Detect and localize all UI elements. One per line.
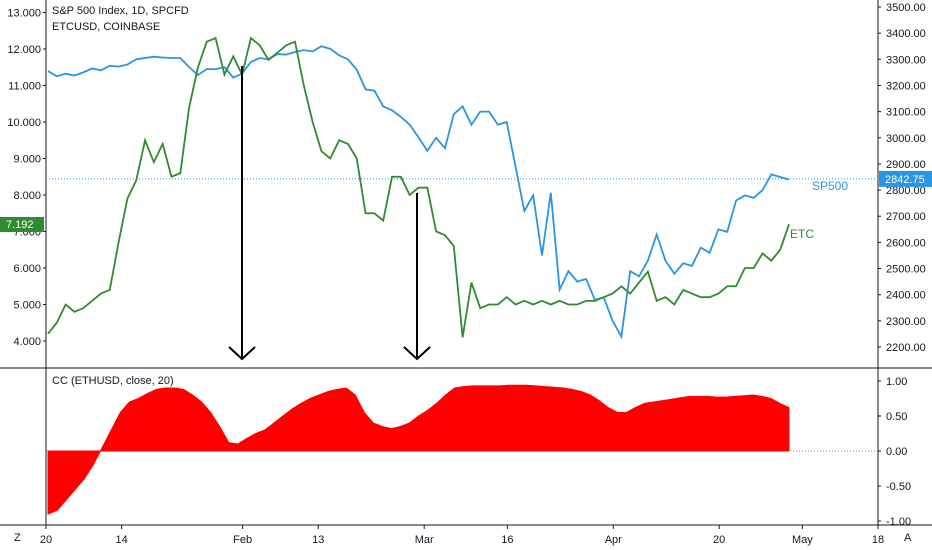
- x-tick-label: 18: [872, 534, 884, 546]
- right-tick-label: 3500.00: [886, 2, 926, 14]
- right-tick-label: 2500.00: [886, 264, 926, 276]
- sp500-price-badge-text: 2842.75: [885, 174, 925, 186]
- arrow-mar-head: [403, 346, 431, 361]
- left-tick-label: 4.000: [13, 336, 41, 348]
- left-tick-label: 12.000: [7, 44, 41, 56]
- right-tick-label: 3200.00: [886, 80, 926, 92]
- cc-area-fill: [47, 384, 790, 515]
- etc-price-badge: [0, 217, 44, 232]
- left-tick-label: 6.000: [13, 263, 41, 275]
- cc-tick-label: 0.50: [886, 411, 907, 423]
- right-tick-label: 3300.00: [886, 54, 926, 66]
- etc-line: [47, 36, 790, 338]
- cc-tick-label: 0.00: [886, 446, 907, 458]
- price-badges: 7.192 2842.75: [0, 170, 932, 232]
- left-tick-label: 10.000: [7, 117, 41, 129]
- cc-area: [47, 384, 790, 515]
- x-tick-label: Apr: [605, 534, 622, 546]
- right-tick-label: 2800.00: [886, 185, 926, 197]
- right-tick-label: 3400.00: [886, 28, 926, 40]
- right-tick-label: 2300.00: [886, 316, 926, 328]
- cc-tick-label: 1.00: [886, 376, 907, 388]
- x-tick-label: 13: [312, 534, 324, 546]
- cc-tick-label: -0.50: [886, 481, 911, 493]
- indicator-title: CC (ETHUSD, close, 20): [52, 375, 174, 387]
- z-corner-label[interactable]: Z: [14, 532, 21, 544]
- annotation-arrows: [228, 66, 431, 361]
- left-tick-label: 9.000: [13, 154, 41, 166]
- right-tick-label: 2200.00: [886, 342, 926, 354]
- left-tick-label: 8.000: [13, 190, 41, 202]
- sp500-line: [47, 45, 790, 340]
- x-tick-label: 20: [713, 534, 725, 546]
- etc-price-badge-text: 7.192: [6, 219, 34, 231]
- main-series-title: S&P 500 Index, 1D, SPCFD: [52, 5, 189, 17]
- left-tick-label: 5.000: [13, 300, 41, 312]
- x-tick-label: Mar: [415, 534, 434, 546]
- left-tick-label: 11.000: [8, 81, 41, 93]
- right-tick-label: 2400.00: [886, 290, 926, 302]
- right-tick-label: 3000.00: [886, 133, 926, 145]
- x-tick-label: 16: [501, 534, 513, 546]
- right-tick-label: 3100.00: [886, 107, 926, 119]
- right-tick-label: 2900.00: [886, 159, 926, 171]
- a-corner-label[interactable]: A: [904, 532, 912, 544]
- x-tick-label: 14: [116, 534, 128, 546]
- secondary-series-title: ETCUSD, COINBASE: [52, 21, 160, 33]
- cc-tick-label: -1.00: [886, 516, 911, 528]
- x-tick-label: Feb: [233, 534, 252, 546]
- price-lines: [47, 36, 790, 340]
- x-tick-label: 20: [40, 534, 52, 546]
- sp500-series-label: SP500: [812, 179, 848, 193]
- x-tick-label: May: [792, 534, 813, 546]
- arrow-feb-head: [228, 346, 256, 361]
- right-tick-label: 2600.00: [886, 237, 926, 249]
- right-tick-label: 2700.00: [886, 211, 926, 223]
- etc-series-label: ETC: [790, 227, 814, 241]
- sp500-price-badge: [879, 170, 932, 187]
- left-tick-label: 13.000: [7, 8, 41, 20]
